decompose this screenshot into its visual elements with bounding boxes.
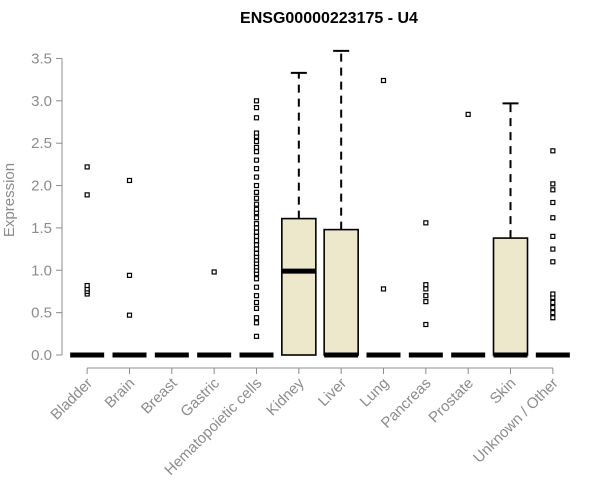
outlier-point xyxy=(465,111,471,117)
outlier-point xyxy=(423,293,429,299)
outlier-point xyxy=(253,333,260,339)
outlier-point xyxy=(253,182,260,189)
outlier-point xyxy=(126,272,133,278)
box-body xyxy=(492,237,529,356)
outlier-point xyxy=(550,148,556,154)
outlier-point xyxy=(253,149,260,155)
outlier-point xyxy=(253,246,260,252)
y-tick-label: 2.5 xyxy=(31,135,52,152)
outlier-point xyxy=(550,246,556,252)
outlier-point xyxy=(253,98,260,104)
outlier-point xyxy=(253,105,260,111)
box-pancreas xyxy=(408,220,443,358)
outlier-point xyxy=(423,286,429,292)
box-brain xyxy=(112,177,147,358)
outlier-point xyxy=(253,293,260,299)
outlier-point xyxy=(253,144,260,151)
outlier-point xyxy=(550,299,556,306)
outlier-point xyxy=(253,174,260,180)
box-kidney xyxy=(281,71,317,356)
y-tick-label: 0.5 xyxy=(31,305,52,322)
outlier-point xyxy=(253,276,260,282)
outlier-point xyxy=(253,157,260,163)
outlier-point xyxy=(253,233,260,239)
box-body xyxy=(323,228,359,356)
y-tick-label: 3.0 xyxy=(31,93,52,110)
x-tick-label: Breast xyxy=(138,374,181,417)
y-axis-label: Expression xyxy=(1,163,18,237)
y-axis: 0.0 0.5 1.0 1.5 2.0 2.5 3.0 3.5 xyxy=(31,50,63,364)
outlier-point xyxy=(550,233,556,239)
box-prostate xyxy=(451,111,486,358)
y-tick-label: 1.5 xyxy=(31,220,52,237)
box-lung xyxy=(366,77,401,358)
outlier-point xyxy=(550,291,556,297)
x-tick-label: Brain xyxy=(102,375,139,412)
outlier-point xyxy=(550,187,556,193)
outlier-point xyxy=(253,225,260,231)
outlier-point xyxy=(253,320,260,326)
chart-title: ENSG00000223175 - U4 xyxy=(240,10,418,27)
outlier-point xyxy=(550,304,556,311)
outlier-point xyxy=(550,315,556,321)
x-tick-label: Bladder xyxy=(47,375,96,424)
box-bladder xyxy=(70,164,105,358)
outlier-point xyxy=(253,215,260,221)
box-hematopoietic-cells xyxy=(239,98,274,358)
box-skin xyxy=(492,102,529,358)
y-tick-label: 1.0 xyxy=(31,262,52,279)
y-tick-label: 3.5 xyxy=(31,50,52,67)
box-unknown-other xyxy=(535,148,570,358)
x-tick-label: Kidney xyxy=(263,374,308,419)
outlier-point xyxy=(253,315,260,321)
outlier-point xyxy=(211,269,217,275)
outlier-point xyxy=(550,259,556,265)
y-tick-label: 2.0 xyxy=(31,178,52,195)
outlier-point xyxy=(84,164,90,170)
outlier-point xyxy=(253,250,260,256)
outlier-point xyxy=(253,238,260,244)
y-tick-label: 0.0 xyxy=(31,347,52,364)
outlier-point xyxy=(253,189,260,195)
outlier-point xyxy=(380,77,387,84)
outlier-point xyxy=(423,220,429,226)
outlier-point xyxy=(253,195,260,201)
outlier-point xyxy=(550,181,556,187)
outlier-point xyxy=(253,201,260,207)
outlier-point xyxy=(423,282,429,288)
outlier-point xyxy=(423,299,429,305)
outlier-point xyxy=(253,242,260,248)
outlier-point xyxy=(550,199,556,206)
x-tick-label: Liver xyxy=(315,375,350,410)
outlier-point xyxy=(253,115,260,121)
outlier-point xyxy=(253,305,260,312)
outlier-point xyxy=(253,299,260,306)
outlier-point xyxy=(253,138,260,145)
x-tick-label: Skin xyxy=(487,375,520,408)
outlier-point xyxy=(253,130,260,136)
x-tick-label: Prostate xyxy=(425,375,477,427)
outlier-point xyxy=(253,206,260,212)
box-series xyxy=(70,49,570,358)
box-liver xyxy=(323,49,359,358)
outlier-point xyxy=(84,192,90,198)
outlier-point xyxy=(380,286,387,292)
outlier-point xyxy=(253,284,260,290)
outlier-point xyxy=(126,312,133,318)
outlier-point xyxy=(550,310,556,316)
outlier-point xyxy=(84,282,90,289)
x-tick-label: Lung xyxy=(357,375,393,411)
box-body xyxy=(281,217,317,356)
outlier-point xyxy=(253,221,260,227)
box-gastric xyxy=(197,269,232,358)
outlier-point xyxy=(423,321,429,328)
outlier-point xyxy=(253,166,260,172)
outlier-point xyxy=(253,229,260,235)
outlier-point xyxy=(126,177,133,184)
outlier-point xyxy=(550,215,556,221)
